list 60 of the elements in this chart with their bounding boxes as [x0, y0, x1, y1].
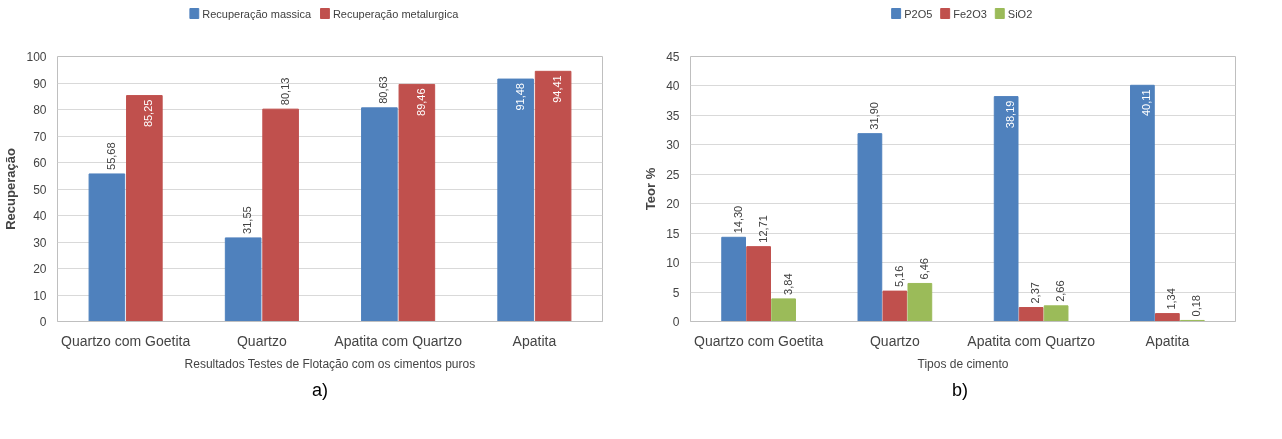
data-label: 0,18: [1190, 295, 1203, 317]
data-label: 31,55: [241, 206, 254, 234]
y-tick-label: 10: [666, 256, 680, 271]
x-tick-label: Apatita: [512, 332, 557, 349]
data-label: 38,19: [1004, 100, 1017, 129]
x-tick-label: Apatita com Quartzo: [334, 332, 463, 349]
x-axis-title: Resultados Testes de Flotação com os cimentos puros: [184, 356, 476, 371]
x-tick-label: Apatita: [1145, 332, 1190, 349]
data-label: 2,66: [1054, 280, 1067, 302]
y-tick-label: 100: [26, 50, 47, 64]
data-label: 5,16: [892, 265, 905, 288]
data-label: 89,46: [414, 88, 427, 116]
y-axis-title: Recuperação: [3, 148, 19, 230]
text: a): [311, 379, 328, 402]
y-tick-label: 15: [666, 226, 680, 241]
legend-label: Recuperação metalurgica: [332, 7, 460, 20]
data-label: 6,46: [917, 258, 930, 280]
y-tick-label: 25: [666, 167, 680, 182]
y-tick-label: 0: [39, 315, 47, 329]
data-label: 40,11: [1140, 89, 1153, 117]
y-tick-label: 45: [666, 50, 680, 64]
x-tick-label: Quartzo com Goetita: [61, 332, 191, 349]
x-tick-label: Quartzo: [869, 332, 920, 349]
legend-label: Fe2O3: [953, 7, 987, 20]
x-tick-label: Quartzo: [236, 332, 287, 349]
y-tick-label: 5: [672, 285, 680, 300]
y-tick-label: 40: [666, 79, 680, 94]
data-label: 85,25: [142, 99, 155, 128]
x-tick-label: Apatita com Quartzo: [967, 332, 1096, 349]
legend-label: P2O5: [904, 7, 933, 20]
data-label: 94,41: [551, 75, 564, 103]
y-tick-label: 60: [33, 156, 47, 170]
data-label: 3,84: [781, 273, 794, 295]
y-tick-label: 20: [666, 197, 680, 212]
y-tick-label: 30: [33, 235, 47, 250]
y-tick-label: 30: [666, 138, 680, 153]
data-label: 12,71: [756, 215, 769, 243]
y-tick-label: 10: [33, 288, 47, 303]
legend-label: Recuperação massica: [202, 7, 312, 20]
text: b): [951, 379, 968, 402]
data-label: 2,37: [1029, 282, 1042, 304]
data-label: 31,90: [867, 102, 880, 130]
y-tick-label: 0: [672, 315, 680, 329]
x-axis-title: Tipos de cimento: [917, 356, 1009, 371]
y-tick-label: 20: [33, 262, 47, 276]
y-tick-label: 35: [666, 108, 680, 123]
y-tick-label: 80: [33, 103, 47, 117]
y-tick-label: 70: [33, 129, 47, 144]
y-tick-label: 40: [33, 209, 47, 223]
data-label: 80,13: [278, 77, 291, 106]
y-axis-title: Teor %: [643, 167, 659, 211]
data-label: 14,30: [731, 205, 744, 234]
legend-label: SiO2: [1007, 7, 1033, 20]
data-label: 91,48: [513, 83, 526, 111]
data-label: 1,34: [1165, 288, 1178, 310]
y-tick-label: 50: [33, 182, 47, 197]
data-label: 80,63: [377, 76, 390, 104]
y-tick-label: 90: [33, 76, 47, 91]
data-label: 55,68: [104, 142, 117, 170]
x-tick-label: Quartzo com Goetita: [694, 332, 824, 349]
